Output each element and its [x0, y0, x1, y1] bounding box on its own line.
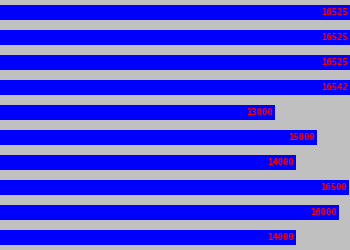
Bar: [0, 80, 350, 95]
Bar: [0, 155, 296, 170]
Text: 16500: 16500: [320, 183, 347, 192]
Bar: [0, 5, 350, 20]
Text: 16000: 16000: [310, 208, 337, 217]
Text: 14000: 14000: [267, 233, 294, 242]
Text: 16525: 16525: [321, 33, 348, 42]
Bar: [0, 180, 349, 195]
Bar: [0, 30, 350, 45]
Text: 14000: 14000: [267, 158, 294, 167]
Text: 16525: 16525: [321, 8, 348, 17]
Bar: [0, 230, 296, 245]
Text: 13000: 13000: [246, 108, 273, 117]
Bar: [0, 55, 350, 70]
Bar: [0, 205, 338, 220]
Bar: [0, 130, 317, 145]
Text: 15000: 15000: [288, 133, 315, 142]
Bar: [0, 105, 275, 120]
Text: 16542: 16542: [321, 83, 348, 92]
Text: 16525: 16525: [321, 58, 348, 67]
